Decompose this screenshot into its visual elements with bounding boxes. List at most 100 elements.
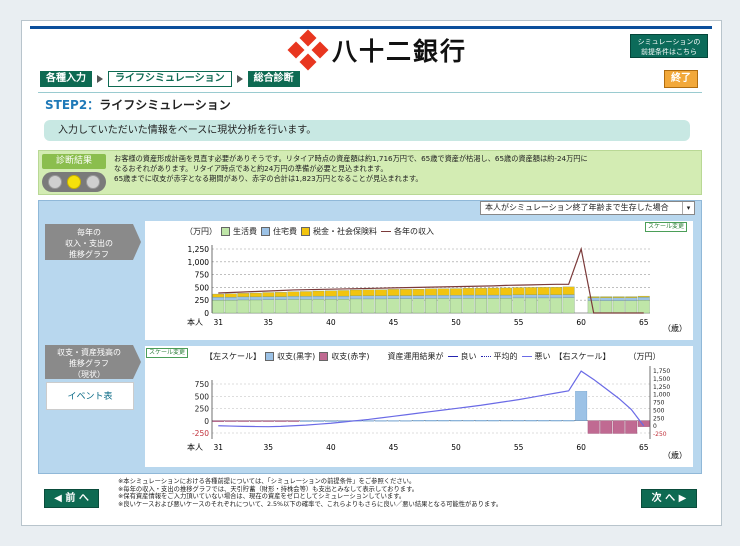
y-tick-label: 750 <box>195 271 210 280</box>
balance-bar <box>437 420 450 422</box>
diagnosis-label: 診断結果 <box>42 154 106 169</box>
x-tick-label: 45 <box>389 318 399 327</box>
balance-bar <box>249 420 262 422</box>
bar-segment <box>612 296 625 298</box>
balance-bar <box>287 420 300 422</box>
bar-segment <box>400 295 412 299</box>
bar-segment <box>475 294 487 299</box>
bar-segment <box>637 295 650 298</box>
scenario-select-value: 本人がシミュレーション終了年齢まで生存した場合 <box>485 203 669 212</box>
diagnosis-box: 診断結果 お客様の資産形成計画を見直す必要がありそうです。リタイア時点の資産額は… <box>38 150 702 195</box>
nav-item-input[interactable]: 各種入力 <box>40 71 92 87</box>
tab-pointer-icon <box>133 224 141 260</box>
step-separator: ： <box>87 98 100 112</box>
nav-item-life-simulation[interactable]: ライフシミュレーション <box>108 71 232 87</box>
bar-segment <box>562 286 575 295</box>
bar-segment <box>237 296 250 301</box>
footnote: ※保有資産情報をご入力頂いていない場合は、現在の資産をゼロとしてシミュレーション… <box>118 493 406 501</box>
logo-mark-icon <box>287 29 329 71</box>
bar-segment <box>537 287 550 295</box>
legend-item: 住宅費 <box>261 226 297 237</box>
bar-segment <box>274 299 287 314</box>
bar-segment <box>587 297 600 301</box>
y-tick-label-right: 500 <box>653 407 665 414</box>
bar-segment <box>412 298 425 314</box>
bar-segment <box>450 295 462 299</box>
chart1-legend: （万円） 生活費 住宅費 税金・社会保険料 各年の収入 <box>185 226 434 237</box>
bar-segment <box>512 294 525 299</box>
y-tick-label-right: 0 <box>653 423 657 430</box>
income-line <box>218 246 644 314</box>
y-tick-label-right: 1,000 <box>653 392 670 399</box>
asset-chart: スケール変更 【左スケール】 収支(黒字) 収支(赤字) 資産運用結果が 良い … <box>145 346 693 467</box>
traffic-light-icon <box>42 172 106 192</box>
balance-bar <box>625 420 638 434</box>
y-tick-label-right: 750 <box>653 400 665 407</box>
legend-item: 平均的 <box>480 351 518 362</box>
tab-event-table[interactable]: イベント表 <box>46 382 134 410</box>
bar-segment <box>637 296 650 301</box>
legend-swatch <box>265 352 274 361</box>
legend-line <box>480 356 491 357</box>
balance-bar <box>462 420 475 422</box>
x-axis-label-left: 本人 <box>187 442 203 452</box>
x-axis-label-right: （歳） <box>663 450 687 460</box>
bar-segment <box>337 295 350 300</box>
bar-segment <box>437 288 450 296</box>
y-tick-label: 1,000 <box>188 258 210 267</box>
balance-bar <box>375 420 387 422</box>
next-button[interactable]: 次 へ ▶ <box>641 489 697 508</box>
x-tick-label: 55 <box>514 443 524 452</box>
bar-segment <box>237 299 250 314</box>
x-tick-label: 35 <box>264 318 274 327</box>
x-tick-label: 45 <box>389 443 399 452</box>
legend-item: 収支(黒字) <box>265 351 315 362</box>
bar-segment <box>462 288 475 296</box>
bar-segment <box>237 293 250 298</box>
back-button[interactable]: ◀ 前 へ <box>44 489 99 508</box>
balance-bar <box>362 420 375 422</box>
x-tick-label: 65 <box>639 443 649 452</box>
x-tick-label: 65 <box>639 318 649 327</box>
scenario-select[interactable]: 本人がシミュレーション終了年齢まで生存した場合 ▾ <box>480 201 695 215</box>
legend-item: 税金・社会保険料 <box>301 226 377 237</box>
bar-segment <box>562 297 575 314</box>
nav-item-diagnosis[interactable]: 総合診断 <box>247 71 300 87</box>
legend-label: 悪い <box>534 352 551 361</box>
bar-segment <box>487 298 500 314</box>
page-title: STEP2：ライフシミュレーション <box>45 96 231 113</box>
bar-segment <box>525 287 538 295</box>
bar-segment <box>262 299 275 314</box>
legend-item: 悪い <box>521 351 551 362</box>
bar-segment <box>525 294 538 299</box>
bar-segment <box>412 295 425 299</box>
balance-bar <box>262 420 275 422</box>
premise-conditions-button[interactable]: シミュレーションの 前提条件はこちら <box>630 34 708 58</box>
footnote: ※毎年の収入・支出の推移グラフでは、天引貯蓄（財形・持株会等）も支出とみなして表… <box>118 485 419 493</box>
bar-segment <box>587 296 600 298</box>
bar-segment <box>287 299 300 314</box>
bar-segment <box>350 295 362 300</box>
bar-segment <box>475 287 487 296</box>
bar-segment <box>375 298 387 314</box>
bar-segment <box>625 300 638 314</box>
bar-segment <box>550 297 563 314</box>
bar-segment <box>224 296 237 301</box>
scale-change-button[interactable]: スケール変更 <box>146 348 189 358</box>
bar-segment <box>475 298 487 314</box>
legend-label: 生活費 <box>233 227 257 236</box>
end-button[interactable]: 終了 <box>664 70 698 88</box>
bar-segment <box>600 296 613 298</box>
bar-segment <box>287 291 300 297</box>
asset-line-worst <box>218 370 645 428</box>
tab-assets-graph[interactable]: 収支・資産残高の 推移グラフ （現状） <box>45 345 133 379</box>
y-tick-label-left: 500 <box>195 392 210 401</box>
bar-segment <box>324 295 337 300</box>
chevron-down-icon[interactable]: ▾ <box>682 202 694 214</box>
bar-segment <box>337 299 350 314</box>
nav-arrow-icon <box>236 75 243 83</box>
tab-cashflow-graph[interactable]: 毎年の 収入・支出の 推移グラフ <box>45 224 133 260</box>
x-tick-label: 40 <box>326 318 336 327</box>
scale-change-button[interactable]: スケール変更 <box>645 222 688 232</box>
legend-label: 収支(黒字) <box>277 352 316 361</box>
